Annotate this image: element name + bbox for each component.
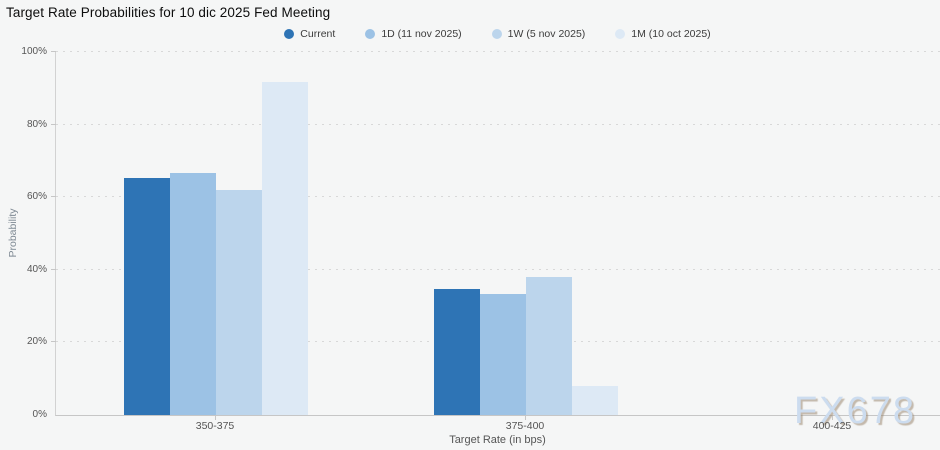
x-category-label-400-425: 400-425 bbox=[812, 420, 852, 432]
y-tick-80 bbox=[51, 123, 56, 125]
bar-current-350-375[interactable] bbox=[124, 178, 170, 415]
bar-1m-375-400[interactable] bbox=[572, 386, 618, 415]
bar-current-375-400[interactable] bbox=[434, 289, 480, 415]
plot-area bbox=[51, 51, 940, 416]
y-tick-label-20: 20% bbox=[26, 336, 47, 348]
legend-label-1d: 1D (11 nov 2025) bbox=[381, 28, 462, 40]
legend-label-1m: 1M (10 oct 2025) bbox=[631, 28, 711, 40]
y-tick-20 bbox=[51, 341, 56, 343]
x-tick-375-400 bbox=[525, 416, 526, 420]
gridline-80 bbox=[56, 123, 940, 125]
legend-item-1d[interactable]: 1D (11 nov 2025) bbox=[365, 28, 462, 40]
legend: Current 1D (11 nov 2025) 1W (5 nov 2025) 1M… bbox=[55, 26, 940, 42]
y-tick-label-100: 100% bbox=[21, 46, 47, 57]
legend-dot-1m-icon bbox=[615, 29, 626, 39]
y-tick-100 bbox=[51, 51, 56, 52]
y-tick-label-60: 60% bbox=[26, 191, 47, 203]
chart-title: Target Rate Probabilities for 10 dic 202… bbox=[6, 5, 331, 20]
legend-item-1w[interactable]: 1W (5 nov 2025) bbox=[491, 28, 586, 40]
y-tick-60 bbox=[51, 196, 56, 198]
y-tick-label-0: 0% bbox=[32, 409, 47, 420]
x-category-label-375-400: 375-400 bbox=[505, 420, 545, 432]
legend-item-current[interactable]: Current bbox=[284, 28, 335, 40]
bar-1d-375-400[interactable] bbox=[480, 294, 526, 415]
gridline-40 bbox=[56, 268, 940, 270]
watermark: FX678 bbox=[794, 390, 916, 432]
legend-label-current: Current bbox=[300, 28, 336, 40]
bar-1d-350-375[interactable] bbox=[170, 173, 216, 415]
x-axis-title: Target Rate (in bps) bbox=[449, 434, 546, 446]
x-category-label-350-375: 350-375 bbox=[195, 420, 235, 432]
y-axis-title: Probability bbox=[7, 208, 19, 258]
legend-item-1m[interactable]: 1M (10 oct 2025) bbox=[615, 28, 711, 40]
bar-1w-350-375[interactable] bbox=[216, 190, 262, 415]
bar-1w-375-400[interactable] bbox=[526, 277, 572, 415]
y-tick-label-80: 80% bbox=[26, 118, 47, 130]
legend-dot-current-icon bbox=[284, 29, 295, 39]
legend-dot-1d-icon bbox=[365, 29, 376, 39]
legend-dot-1w-icon bbox=[491, 29, 502, 39]
bar-1m-350-375[interactable] bbox=[262, 82, 308, 415]
legend-label-1w: 1W (5 nov 2025) bbox=[507, 28, 586, 40]
x-tick-350-375 bbox=[215, 416, 216, 420]
x-tick-400-425 bbox=[832, 416, 833, 420]
y-tick-40 bbox=[51, 268, 56, 270]
gridline-60 bbox=[56, 196, 940, 198]
y-tick-label-40: 40% bbox=[26, 263, 47, 275]
gridline-100 bbox=[56, 51, 940, 52]
